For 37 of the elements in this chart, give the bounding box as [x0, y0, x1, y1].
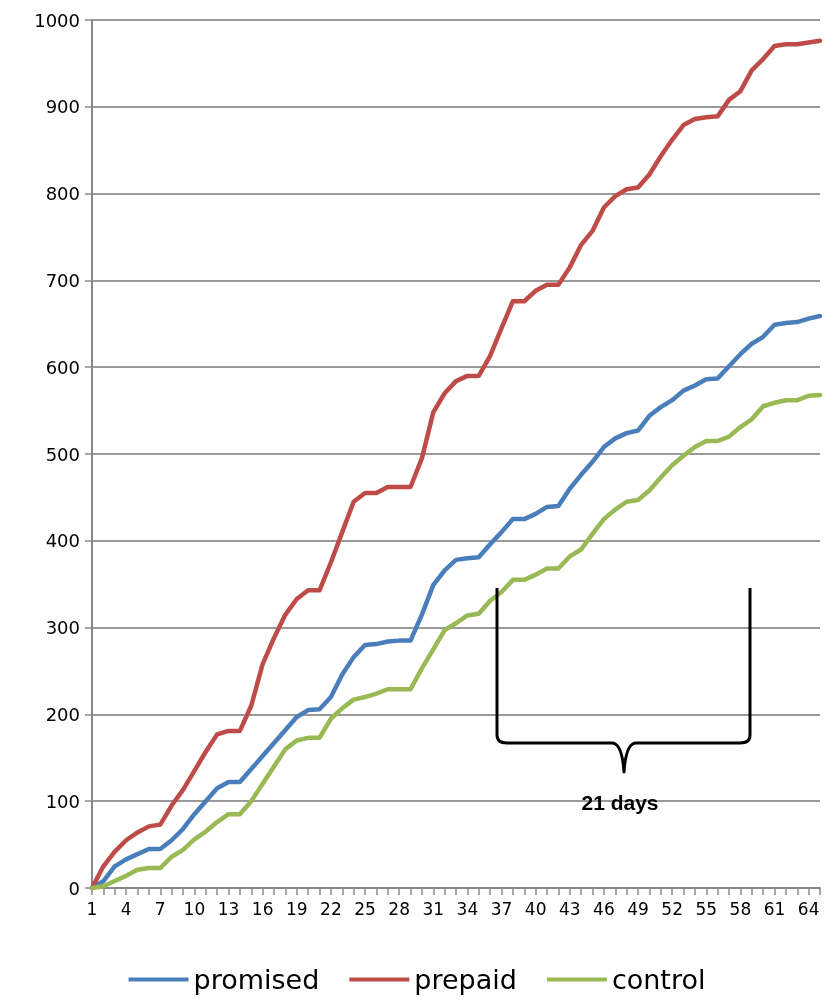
y-tick-label: 700	[45, 269, 80, 291]
x-tick-label: 28	[388, 898, 410, 919]
x-tick-label: 22	[320, 898, 342, 919]
x-tick-label: 64	[797, 898, 820, 919]
x-tick-label: 25	[354, 898, 376, 919]
y-tick-label: 100	[45, 790, 80, 812]
x-tick-label: 37	[490, 898, 513, 919]
y-tick-label: 200	[45, 703, 80, 725]
x-tick-label: 46	[593, 898, 615, 919]
x-tick-label: 13	[217, 898, 240, 919]
x-tick-label: 55	[695, 898, 718, 919]
y-tick-label: 300	[45, 617, 80, 639]
y-tick-label: 0	[68, 877, 80, 899]
y-tick-label: 400	[45, 530, 80, 552]
y-tick-label: 900	[45, 96, 80, 118]
y-tick-label: 1000	[34, 9, 80, 31]
y-tick-label: 600	[45, 356, 80, 378]
x-tick-label: 4	[120, 898, 132, 919]
x-tick-label: 49	[627, 898, 649, 919]
x-tick-label: 31	[422, 898, 445, 919]
x-tick-label: 34	[456, 898, 479, 919]
legend-label: prepaid	[414, 964, 517, 995]
y-tick-label: 500	[45, 443, 80, 465]
x-tick-label: 52	[661, 898, 683, 919]
legend-label: control	[611, 964, 706, 995]
x-tick-label: 40	[524, 898, 547, 919]
x-tick-label: 19	[285, 898, 308, 919]
x-tick-label: 1	[86, 898, 98, 919]
x-tick-label: 58	[729, 898, 752, 919]
x-tick-label: 16	[251, 898, 274, 919]
x-tick-label: 43	[558, 898, 581, 919]
x-tick-label: 10	[183, 898, 206, 919]
x-tick-label: 7	[154, 898, 166, 919]
annotation: 21 days	[581, 791, 659, 814]
x-tick-label: 61	[763, 898, 786, 919]
legend-label: promised	[193, 964, 320, 995]
y-tick-label: 800	[45, 183, 80, 205]
